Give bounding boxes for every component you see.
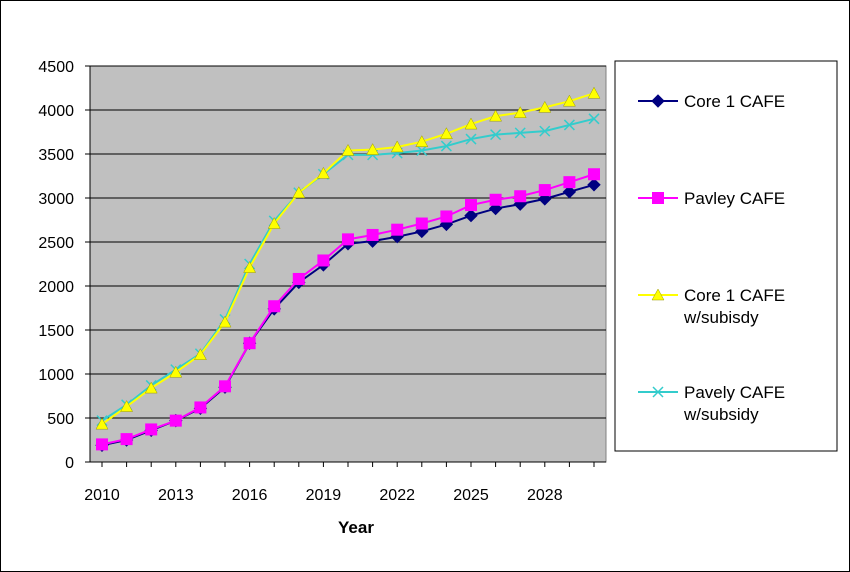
data-point [96, 438, 108, 451]
y-tick-label: 2000 [38, 279, 74, 296]
data-point [415, 135, 429, 147]
data-point [292, 186, 306, 198]
data-point [120, 433, 133, 446]
data-point [390, 140, 404, 153]
plot-area [89, 65, 607, 463]
data-point [563, 119, 575, 131]
series-2 [96, 168, 600, 451]
legend-label: w/subisdy [683, 308, 759, 327]
x-axis-ticks: 2010 2013 2016 2019 2022 2025 2028 [84, 462, 595, 504]
data-point [465, 199, 477, 212]
data-point [440, 210, 453, 223]
data-point [169, 414, 182, 427]
legend-items: Core 1 CAFE Pavley CAFE Core 1 CAFE w/subis… [638, 92, 785, 424]
y-tick-label: 0 [65, 455, 74, 472]
data-point [538, 100, 552, 113]
data-point [366, 143, 380, 155]
legend-entry: Pavely CAFE w/subsidy [638, 383, 785, 424]
data-point [243, 337, 256, 350]
data-point [144, 381, 158, 394]
x-tick-label: 2016 [232, 487, 268, 504]
legend-entry: Core 1 CAFE w/subisdy [638, 286, 785, 327]
y-tick-label: 4500 [38, 59, 74, 76]
data-point [194, 401, 207, 414]
data-point [651, 94, 665, 108]
data-point [292, 272, 305, 285]
data-point [243, 260, 257, 273]
data-point [268, 300, 281, 313]
x-tick-label: 2025 [453, 487, 489, 504]
series-layer [95, 86, 601, 452]
legend-label: Pavely CAFE [684, 383, 785, 402]
data-point [366, 228, 379, 241]
data-point [514, 190, 527, 203]
data-point [539, 125, 551, 137]
legend-label: Core 1 CAFE [684, 286, 785, 305]
series-3 [95, 86, 601, 430]
data-point [415, 217, 428, 230]
y-tick-label: 1000 [38, 367, 74, 384]
y-tick-label: 2500 [38, 235, 74, 252]
y-tick-label: 3500 [38, 147, 74, 164]
x-tick-label: 2022 [379, 487, 415, 504]
data-point [169, 365, 183, 378]
data-point [317, 254, 330, 267]
data-point [416, 144, 428, 157]
data-point [120, 400, 134, 412]
data-point [489, 109, 503, 122]
data-point [562, 94, 576, 107]
legend-label: Pavley CAFE [684, 189, 785, 208]
data-point [652, 192, 664, 204]
data-point [465, 133, 477, 145]
data-point [341, 143, 355, 156]
data-point [562, 185, 577, 199]
data-point [464, 117, 478, 130]
data-point [316, 166, 330, 179]
data-point [95, 417, 109, 430]
data-point [267, 216, 281, 229]
data-point [587, 178, 601, 192]
data-point [219, 380, 231, 393]
data-point [218, 315, 232, 328]
x-tick-label: 2019 [306, 487, 342, 504]
data-point [588, 168, 600, 181]
y-axis-ticks: 0 500 1000 1500 2000 2500 3000 3500 4000 4500 [38, 59, 90, 472]
x-tick-label: 2010 [84, 487, 120, 504]
legend [614, 60, 838, 452]
data-point [514, 127, 526, 139]
legend-label: w/subsidy [683, 405, 759, 424]
legend-label: Core 1 CAFE [684, 92, 785, 111]
data-point [651, 288, 665, 301]
data-point [513, 106, 527, 118]
y-tick-label: 3000 [38, 191, 74, 208]
data-point [588, 113, 600, 125]
data-point [490, 129, 502, 141]
y-tick-label: 4000 [38, 103, 74, 120]
data-point [464, 208, 478, 223]
data-point [587, 86, 601, 99]
data-point [652, 386, 664, 398]
data-point [439, 127, 453, 140]
x-axis-title: Year [338, 518, 374, 537]
legend-entry: Pavley CAFE [638, 189, 785, 208]
data-point [440, 140, 452, 152]
legend-entry: Core 1 CAFE [638, 92, 785, 111]
data-point [145, 423, 158, 436]
data-point [489, 193, 502, 206]
x-tick-label: 2013 [158, 487, 194, 504]
data-point [342, 233, 354, 246]
data-point [391, 223, 404, 236]
y-tick-label: 1500 [38, 323, 74, 340]
data-point [193, 348, 207, 360]
x-tick-label: 2028 [527, 487, 563, 504]
data-point [563, 176, 576, 189]
y-tick-label: 500 [47, 411, 74, 428]
data-point [538, 184, 551, 197]
